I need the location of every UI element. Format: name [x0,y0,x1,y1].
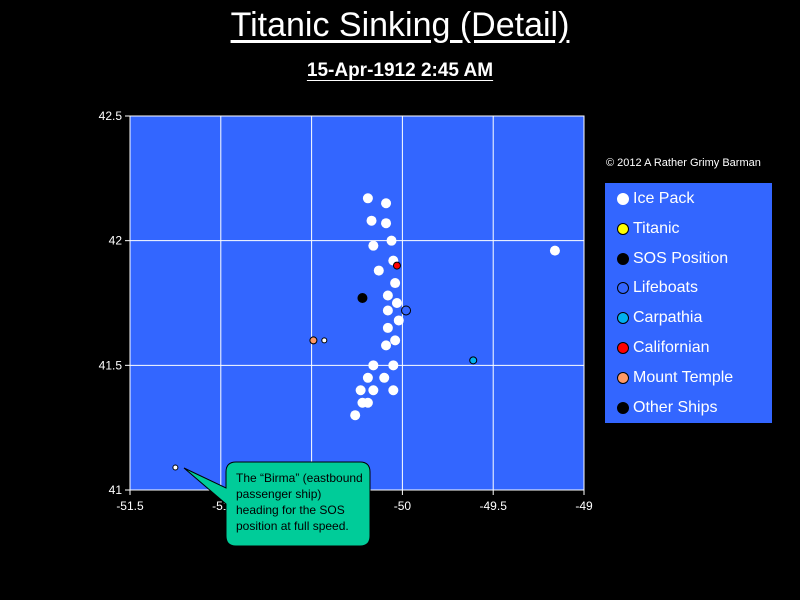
carpathia-point [469,356,478,365]
legend-label-ice-pack: Ice Pack [633,190,695,207]
ice-pack-point [366,215,377,226]
ice-pack-point [382,290,393,301]
callout-text: The “Birma” (eastbound passenger ship) h… [236,471,363,533]
legend-marker-other-ships [617,401,629,414]
ice-pack-point [381,198,392,209]
other-ships-point [321,337,328,344]
ice-pack-point [549,245,560,256]
ice-pack-point [379,372,390,383]
plot-area [130,116,584,490]
ice-pack-point [355,385,366,396]
legend-marker-californian [617,342,629,354]
callout-shape [183,461,371,547]
legend-label-lifeboats: Lifeboats [633,279,698,297]
legend-item-mount-temple: Mount Temple [617,366,733,390]
legend-marker-carpathia [617,312,629,325]
ice-pack-point [386,235,397,246]
mount-temple-point [309,336,318,345]
ice-pack-point [390,278,401,289]
x-tick-label: -51.5 [116,499,144,513]
californian-point [392,261,401,270]
legend-label-carpathia: Carpathia [633,309,703,327]
x-tick-label: -49.5 [480,499,508,513]
legend: Ice Pack Titanic SOS Position Lifeboats Carp… [605,183,772,423]
copyright-text: © 2012 A Rather Grimy Barman [606,157,761,169]
legend-marker-titanic [617,222,629,235]
legend-label-titanic: Titanic [633,219,680,237]
birma-callout: The “Birma” (eastbound passenger ship) h… [183,461,371,547]
ice-pack-point [381,218,392,229]
ice-pack-point [382,322,393,333]
legend-item-lifeboats: Lifeboats [617,276,698,300]
x-tick-label: -49 [575,499,593,513]
legend-item-californian: Californian [617,336,709,360]
chart-subtitle: 15-Apr-1912 2:45 AM [306,60,494,81]
legend-marker-lifeboats [617,282,629,295]
ice-pack-point [368,385,379,396]
ice-pack-point [368,240,379,251]
ice-pack-point [381,340,392,351]
lifeboats-point [401,305,412,316]
ice-pack-point [391,298,402,308]
ice-pack-point [362,372,373,383]
ice-pack-point [388,385,399,396]
other-ships-point [172,464,179,471]
y-tick-label: 42.5 [99,109,123,123]
legend-label-sos-position: SOS Position [633,249,729,267]
y-tick-label: 42 [109,234,123,248]
ice-pack-point [362,193,373,204]
ice-pack-point [382,305,393,316]
legend-label-other-ships: Other Ships [633,398,718,416]
legend-item-other-ships: Other Ships [617,396,717,420]
legend-marker-ice-pack [617,193,629,205]
legend-label-mount-temple: Mount Temple [633,368,734,386]
legend-item-carpathia: Carpathia [617,306,702,330]
y-tick-label: 41.5 [99,358,123,372]
legend-label-californian: Californian [633,339,710,356]
ice-pack-point [393,315,404,326]
ice-pack-point [350,410,361,421]
legend-item-sos-position: SOS Position [617,247,728,271]
legend-marker-sos-position [617,252,629,265]
ice-pack-point [388,360,399,371]
ice-pack-point [390,335,401,346]
ice-pack-point [373,265,384,276]
legend-marker-mount-temple [617,371,629,384]
legend-item-titanic: Titanic [617,217,680,241]
sos-position-point [357,293,368,304]
ice-pack-point [362,397,373,408]
legend-item-ice-pack: Ice Pack [617,187,694,211]
x-tick-label: -50 [394,499,412,513]
y-tick-label: 41 [109,483,123,497]
ice-pack-point [368,360,379,371]
chart-title: Titanic Sinking (Detail) [230,6,570,44]
